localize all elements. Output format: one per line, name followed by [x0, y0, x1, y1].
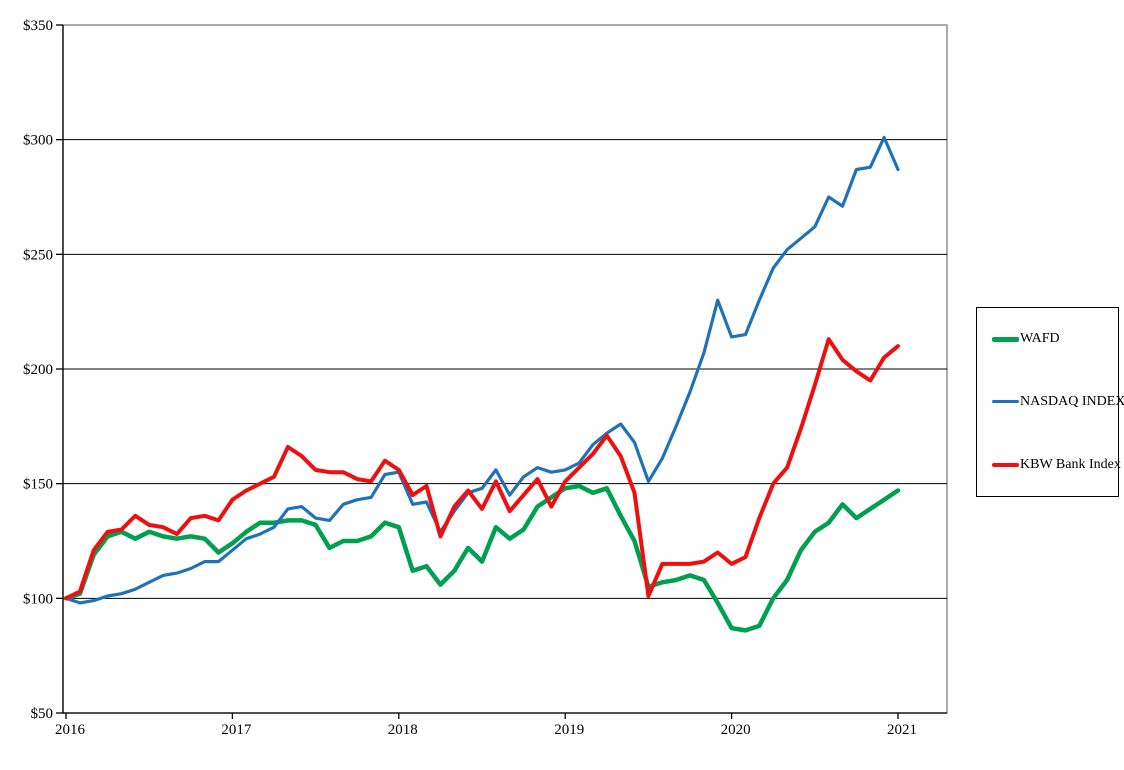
legend-item-wafd: WAFD — [977, 324, 1118, 354]
kbw-bank-index-line — [64, 337, 900, 601]
legend-label-kbw-bank-index: KBW Bank Index — [1020, 456, 1121, 472]
legend-item-kbw-bank-index: KBW Bank Index — [977, 450, 1121, 480]
x-tick-label: 2021 — [887, 722, 917, 738]
nasdaq-index-line-swatch — [992, 400, 1019, 404]
y-tick-label: $150 — [23, 477, 53, 493]
x-tick-label: 2020 — [721, 722, 751, 738]
wafd-line-swatch — [992, 336, 1019, 342]
nasdaq-index-line — [64, 135, 900, 605]
y-tick-label: $200 — [23, 362, 53, 378]
x-tick-label: 2016 — [55, 722, 86, 738]
y-tick-label: $300 — [23, 133, 53, 149]
x-tick-label: 2017 — [221, 722, 252, 738]
legend-label-wafd: WAFD — [1020, 331, 1060, 347]
legend-label-nasdaq-index: NASDAQ INDEX — [1020, 393, 1124, 409]
y-tick-label: $50 — [31, 706, 54, 722]
y-tick-label: $350 — [23, 18, 53, 34]
x-tick-label: 2018 — [388, 722, 418, 738]
kbw-bank-index-line-swatch — [992, 462, 1019, 467]
legend: WAFD NASDAQ INDEX KBW Bank Index — [976, 307, 1124, 497]
y-tick-label: $100 — [23, 591, 53, 607]
wafd-line — [63, 483, 901, 633]
y-tick-label: $250 — [23, 247, 53, 263]
legend-item-nasdaq-index: NASDAQ INDEX — [977, 387, 1124, 417]
x-tick-label: 2019 — [554, 722, 584, 738]
